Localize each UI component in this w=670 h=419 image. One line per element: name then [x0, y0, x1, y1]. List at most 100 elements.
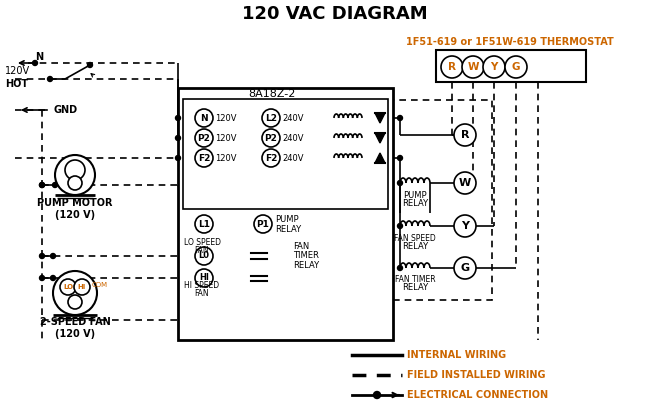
- Circle shape: [195, 109, 213, 127]
- Text: 240V: 240V: [282, 153, 304, 163]
- Text: RELAY: RELAY: [402, 199, 428, 207]
- Text: RELAY: RELAY: [293, 261, 319, 271]
- Text: G: G: [460, 263, 470, 273]
- Circle shape: [505, 56, 527, 78]
- Text: 120V: 120V: [215, 134, 237, 142]
- Circle shape: [462, 56, 484, 78]
- Text: L0: L0: [198, 251, 210, 261]
- Circle shape: [483, 56, 505, 78]
- Text: TIMER: TIMER: [293, 251, 319, 261]
- Circle shape: [195, 215, 213, 233]
- Circle shape: [50, 253, 56, 259]
- Circle shape: [68, 295, 82, 309]
- Circle shape: [454, 124, 476, 146]
- Text: HI: HI: [199, 274, 209, 282]
- Text: GND: GND: [54, 105, 78, 115]
- Text: F2: F2: [265, 153, 277, 163]
- Text: PUMP: PUMP: [275, 215, 299, 223]
- Text: FAN: FAN: [195, 246, 209, 254]
- Text: FAN TIMER: FAN TIMER: [395, 276, 436, 285]
- Circle shape: [65, 160, 85, 180]
- Text: F2: F2: [198, 153, 210, 163]
- Text: R: R: [461, 130, 469, 140]
- Text: 120V: 120V: [215, 153, 237, 163]
- Text: FAN: FAN: [195, 290, 209, 298]
- Circle shape: [48, 77, 52, 82]
- Text: LO: LO: [63, 284, 73, 290]
- Text: L2: L2: [265, 114, 277, 122]
- Circle shape: [397, 181, 403, 186]
- Text: COM: COM: [92, 282, 108, 288]
- Bar: [436, 50, 586, 82]
- Circle shape: [373, 391, 381, 398]
- Polygon shape: [375, 133, 385, 143]
- Text: ELECTRICAL CONNECTION: ELECTRICAL CONNECTION: [407, 390, 548, 400]
- Text: 120 VAC DIAGRAM: 120 VAC DIAGRAM: [242, 5, 428, 23]
- Text: RELAY: RELAY: [275, 225, 301, 233]
- Text: L1: L1: [198, 220, 210, 228]
- Bar: [183, 99, 388, 209]
- Text: HI SPEED: HI SPEED: [184, 282, 220, 290]
- Text: FIELD INSTALLED WIRING: FIELD INSTALLED WIRING: [407, 370, 545, 380]
- Text: 240V: 240V: [282, 114, 304, 122]
- Text: N: N: [200, 114, 208, 122]
- Text: Y: Y: [490, 62, 498, 72]
- Circle shape: [176, 135, 180, 140]
- Circle shape: [88, 62, 92, 67]
- Text: G: G: [512, 62, 520, 72]
- Circle shape: [195, 247, 213, 265]
- Circle shape: [52, 183, 58, 187]
- Text: FAN: FAN: [293, 241, 310, 251]
- Text: RELAY: RELAY: [402, 284, 428, 292]
- Circle shape: [195, 149, 213, 167]
- Circle shape: [53, 271, 97, 315]
- Polygon shape: [375, 153, 385, 163]
- Text: R: R: [448, 62, 456, 72]
- Text: 8A18Z-2: 8A18Z-2: [249, 89, 295, 99]
- Bar: [393, 100, 492, 300]
- Circle shape: [454, 215, 476, 237]
- Text: P2: P2: [198, 134, 210, 142]
- Text: W: W: [467, 62, 479, 72]
- Circle shape: [441, 56, 463, 78]
- Circle shape: [454, 257, 476, 279]
- Circle shape: [40, 253, 44, 259]
- Circle shape: [68, 176, 82, 190]
- Circle shape: [40, 183, 44, 187]
- Text: RELAY: RELAY: [402, 241, 428, 251]
- Text: PUMP MOTOR
(120 V): PUMP MOTOR (120 V): [38, 198, 113, 220]
- Text: P1: P1: [257, 220, 269, 228]
- Circle shape: [397, 116, 403, 121]
- Text: 2-SPEED FAN
(120 V): 2-SPEED FAN (120 V): [40, 317, 111, 339]
- Text: P2: P2: [265, 134, 277, 142]
- Circle shape: [254, 215, 272, 233]
- Text: Y: Y: [461, 221, 469, 231]
- Circle shape: [33, 60, 38, 65]
- Text: HOT: HOT: [5, 79, 28, 89]
- Circle shape: [74, 279, 90, 295]
- Text: 1F51-619 or 1F51W-619 THERMOSTAT: 1F51-619 or 1F51W-619 THERMOSTAT: [406, 37, 614, 47]
- Circle shape: [397, 155, 403, 160]
- Circle shape: [40, 183, 44, 187]
- Circle shape: [176, 155, 180, 160]
- Polygon shape: [375, 113, 385, 123]
- Text: W: W: [459, 178, 471, 188]
- Text: N: N: [35, 52, 43, 62]
- Circle shape: [50, 276, 56, 280]
- Circle shape: [262, 149, 280, 167]
- Circle shape: [195, 129, 213, 147]
- Text: LO SPEED: LO SPEED: [184, 238, 220, 246]
- Circle shape: [397, 266, 403, 271]
- Circle shape: [55, 155, 95, 195]
- Circle shape: [60, 279, 76, 295]
- Circle shape: [40, 276, 44, 280]
- Text: 240V: 240V: [282, 134, 304, 142]
- Circle shape: [195, 269, 213, 287]
- Circle shape: [262, 109, 280, 127]
- Circle shape: [454, 172, 476, 194]
- Circle shape: [176, 116, 180, 121]
- Circle shape: [262, 129, 280, 147]
- Text: 120V: 120V: [5, 66, 30, 76]
- Bar: [178, 88, 393, 340]
- Text: 120V: 120V: [215, 114, 237, 122]
